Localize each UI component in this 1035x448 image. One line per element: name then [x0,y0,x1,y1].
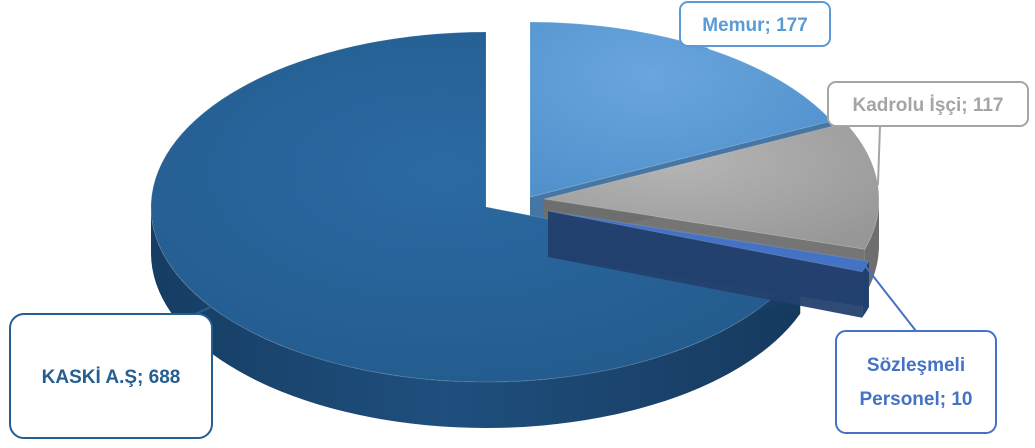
label-memur-callout: Memur; 177 [679,1,831,47]
label-sozlesmeli-callout: Sözleşmeli Personel; 10 [835,330,997,434]
slice-label-sozlesmeli-line2: Personel; 10 [860,389,973,410]
leader-line-slice-kadrolu-isci [876,125,881,186]
slice-sozlesmeli-cut-1 [548,211,863,318]
label-kaski-callout: KASKİ A.Ş; 688 [9,313,213,439]
slice-label-kaski: KASKİ A.Ş; 688 [42,367,181,388]
leader-line-slice-sozlesmeli [864,265,917,332]
slice-kaski-side [151,207,801,429]
slice-sozlesmeli [547,210,870,318]
leader-line-slice-kaski [194,306,212,315]
label-kadrolu-callout: Kadrolu İşçi; 117 [827,81,1029,127]
slice-label-kadrolu-isci: Kadrolu İşçi; 117 [852,95,1003,116]
slice-label-memur: Memur; 177 [702,15,808,36]
slice-kadrolu-isci-top [543,122,880,250]
slice-sozlesmeli-top [547,210,870,273]
slice-label-sozlesmeli-line1: Sözleşmeli [867,355,965,376]
